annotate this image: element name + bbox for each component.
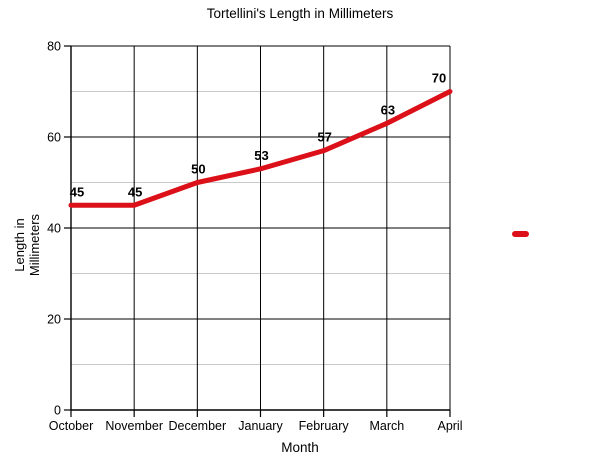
chart-title: Tortellini's Length in Millimeters: [206, 6, 394, 21]
data-point-label: 45: [70, 184, 84, 199]
data-point-label: 63: [381, 102, 395, 117]
y-tick-label: 20: [47, 313, 61, 327]
x-tick-label: January: [238, 419, 283, 433]
series-line: [68, 89, 453, 208]
x-tick-label: October: [49, 419, 93, 433]
x-tick-label: April: [437, 419, 462, 433]
data-point-label: 50: [191, 162, 205, 177]
x-tick-label: November: [105, 419, 163, 433]
data-point-label: 45: [128, 184, 142, 199]
y-axis-title-line2: Millimeters: [27, 213, 42, 277]
data-point-label: 57: [317, 130, 331, 145]
data-point-label: 53: [254, 148, 268, 163]
y-axis-title-line1: Length in: [12, 218, 27, 272]
y-tick-label: 80: [47, 40, 61, 54]
y-axis-title: Length in Millimeters: [12, 214, 42, 276]
x-tick-label: December: [168, 419, 226, 433]
y-tick-label: 60: [47, 131, 61, 145]
x-axis-title: Month: [281, 440, 319, 455]
x-tick-label: February: [299, 419, 350, 433]
x-tick-label: March: [369, 419, 404, 433]
legend-line-marker: [512, 231, 529, 237]
y-tick-label: 40: [47, 222, 61, 236]
data-point-label: 70: [432, 71, 446, 86]
y-tick-label: 0: [54, 404, 61, 418]
